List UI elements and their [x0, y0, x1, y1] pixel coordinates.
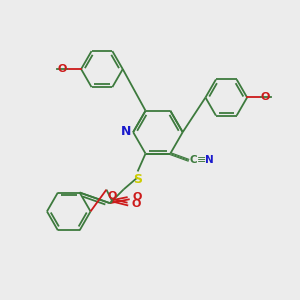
Text: ≡: ≡: [197, 155, 206, 165]
Text: O: O: [58, 64, 67, 74]
Text: O: O: [133, 192, 142, 202]
Text: O: O: [261, 92, 270, 103]
Text: S: S: [133, 173, 142, 186]
Text: N: N: [121, 125, 131, 138]
Text: C: C: [190, 155, 197, 165]
Text: N: N: [205, 155, 214, 165]
Text: O: O: [131, 200, 141, 209]
Text: O: O: [107, 190, 117, 201]
